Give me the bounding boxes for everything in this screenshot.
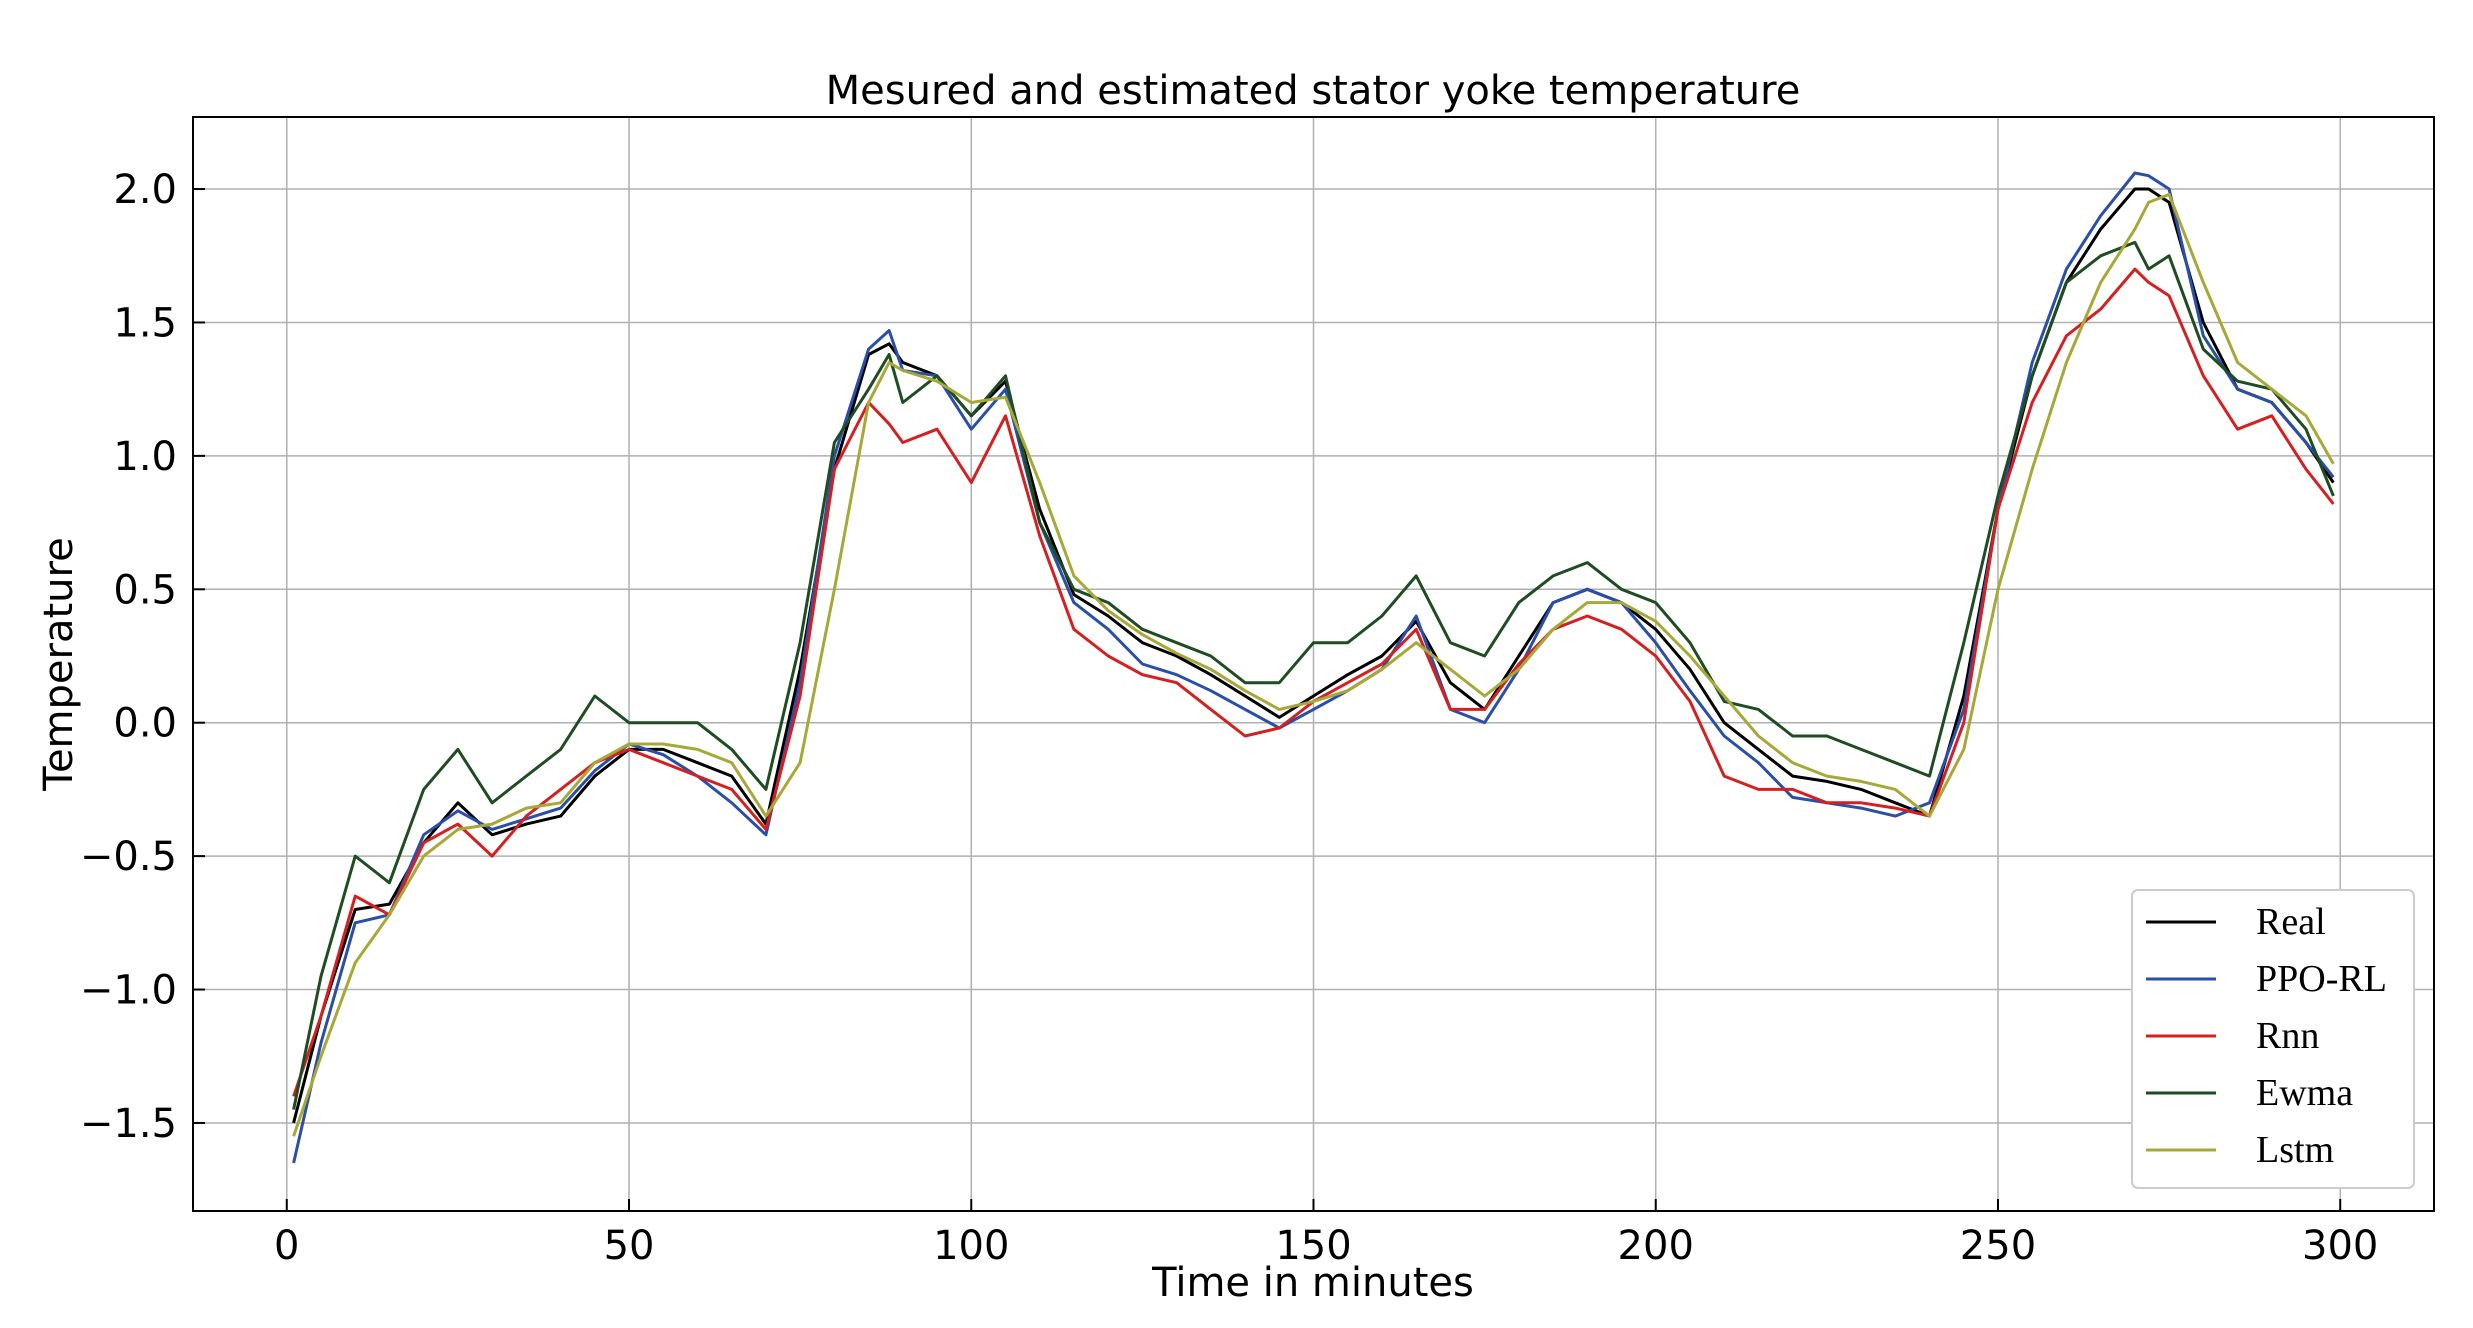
x-tick-label: 200 xyxy=(1618,1223,1694,1269)
x-axis-label: Time in minutes xyxy=(1151,1260,1474,1306)
x-tick-label: 250 xyxy=(1960,1223,2036,1269)
legend: Real PPO-RL Rnn Ewma Lstm xyxy=(2131,889,2415,1189)
y-tick-label: −1.5 xyxy=(80,1101,177,1147)
legend-label-ppo-rl: PPO-RL xyxy=(2256,958,2387,1000)
legend-box xyxy=(2131,889,2415,1189)
y-tick-label: 0.0 xyxy=(113,701,177,747)
legend-label-real: Real xyxy=(2256,901,2326,943)
series-line-ewma xyxy=(292,240,2335,1110)
y-tick-label: 0.5 xyxy=(113,567,177,613)
legend-label-lstm: Lstm xyxy=(2256,1129,2334,1171)
y-tick-label: −1.0 xyxy=(80,968,177,1014)
y-tick-label: 1.0 xyxy=(113,434,177,480)
chart-title: Mesured and estimated stator yoke temper… xyxy=(826,68,1801,114)
legend-label-ewma: Ewma xyxy=(2256,1072,2353,1114)
y-tick-label: −0.5 xyxy=(80,834,177,880)
x-tick-label: 0 xyxy=(274,1223,299,1269)
y-axis-label: Temperature xyxy=(36,537,82,791)
x-tick-label: 300 xyxy=(2302,1223,2378,1269)
legend-label-rnn: Rnn xyxy=(2256,1015,2319,1057)
grid-lines xyxy=(193,117,2434,1211)
x-tick-label: 100 xyxy=(933,1223,1009,1269)
x-tick-label: 50 xyxy=(604,1223,655,1269)
series-lines xyxy=(292,171,2335,1164)
x-tick-label: 150 xyxy=(1275,1223,1351,1269)
y-tick-label: 2.0 xyxy=(113,167,177,213)
series-line-lstm xyxy=(292,192,2335,1137)
axis-ticks: 0 50 100 150 200 250 300 −1.5 −1.0 −0.5 0.0 0.5 1.0 1… xyxy=(80,167,2379,1269)
y-tick-label: 1.5 xyxy=(113,300,177,346)
